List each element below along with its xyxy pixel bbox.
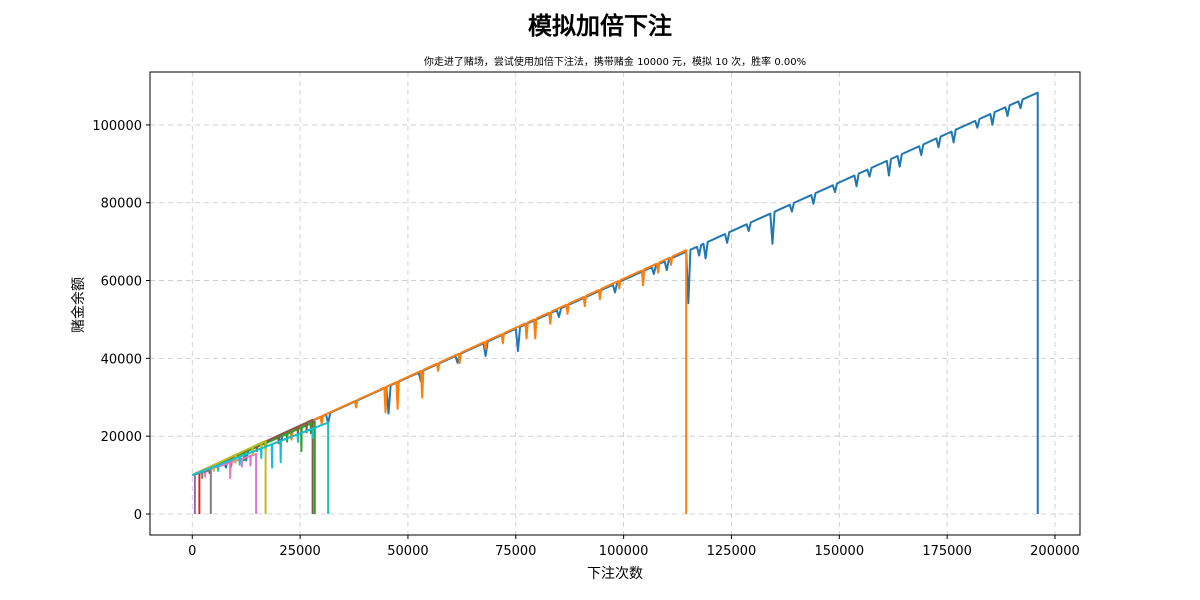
x-tick-label: 75000: [495, 544, 536, 559]
x-tick-label: 25000: [279, 544, 320, 559]
series-line-7: [191, 453, 258, 514]
y-axis-label: 赌金余额: [71, 277, 87, 333]
y-tick-label: 20000: [101, 430, 142, 445]
y-tick-label: 0: [134, 508, 142, 523]
y-tick-label: 60000: [101, 275, 142, 290]
axes-frame: [149, 71, 1081, 536]
x-tick-label: 50000: [387, 544, 428, 559]
series-line-2: [191, 249, 688, 514]
x-tick-label: 175000: [922, 544, 972, 559]
y-tick-label: 80000: [101, 197, 142, 212]
x-tick-label: 200000: [1030, 544, 1080, 559]
chart-subtitle: 你走进了赌场，尝试使用加倍下注法，携带赌金 10000 元，模拟 10 次，胜率…: [423, 57, 807, 68]
series-line-10: [191, 421, 330, 514]
y-tick-label: 100000: [92, 119, 142, 134]
chart-title: 模拟加倍下注: [528, 12, 672, 40]
x-tick-label: 100000: [599, 544, 649, 559]
y-tick-label: 40000: [101, 352, 142, 367]
series-line-1: [191, 91, 1039, 514]
x-axis-label: 下注次数: [587, 566, 643, 582]
x-tick-label: 0: [188, 544, 196, 559]
series-line-9: [191, 439, 267, 514]
x-tick-label: 150000: [814, 544, 864, 559]
x-tick-label: 125000: [707, 544, 757, 559]
